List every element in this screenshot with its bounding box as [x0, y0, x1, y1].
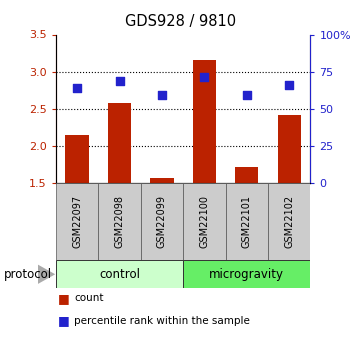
Text: protocol: protocol — [4, 268, 52, 281]
Text: control: control — [99, 268, 140, 281]
Text: microgravity: microgravity — [209, 268, 284, 281]
Bar — [98, 183, 141, 260]
Polygon shape — [38, 265, 55, 284]
Text: count: count — [74, 294, 104, 303]
Bar — [235, 167, 258, 183]
Text: GDS928 / 9810: GDS928 / 9810 — [125, 14, 236, 29]
Point — [201, 74, 207, 80]
Bar — [65, 135, 89, 183]
Text: ■: ■ — [58, 314, 70, 327]
Text: GSM22100: GSM22100 — [199, 195, 209, 248]
Text: GSM22102: GSM22102 — [284, 195, 294, 248]
Bar — [141, 183, 183, 260]
Bar — [108, 103, 131, 183]
Bar — [226, 183, 268, 260]
Bar — [193, 60, 216, 183]
Bar — [56, 260, 183, 288]
Point — [159, 92, 165, 98]
Text: percentile rank within the sample: percentile rank within the sample — [74, 316, 250, 326]
Bar — [278, 115, 301, 183]
Point — [74, 85, 80, 91]
Bar — [268, 183, 310, 260]
Text: GSM22097: GSM22097 — [72, 195, 82, 248]
Point — [286, 82, 292, 88]
Point — [244, 92, 250, 98]
Text: GSM22099: GSM22099 — [157, 195, 167, 248]
Text: ■: ■ — [58, 292, 70, 305]
Bar — [150, 178, 174, 183]
Point — [117, 78, 122, 84]
Bar — [56, 183, 98, 260]
Bar — [183, 183, 226, 260]
Bar — [183, 260, 310, 288]
Text: GSM22101: GSM22101 — [242, 195, 252, 248]
Text: GSM22098: GSM22098 — [114, 195, 125, 248]
